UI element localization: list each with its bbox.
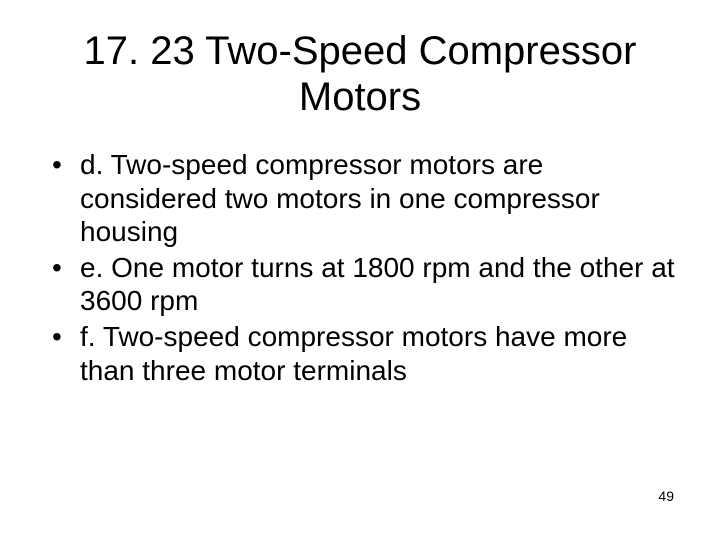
bullet-list: d. Two-speed compressor motors are consi… <box>40 148 680 387</box>
page-number: 49 <box>658 488 674 504</box>
slide-title: 17. 23 Two-Speed Compressor Motors <box>40 28 680 120</box>
list-item: d. Two-speed compressor motors are consi… <box>52 148 680 249</box>
list-item: f. Two-speed compressor motors have more… <box>52 320 680 387</box>
list-item: e. One motor turns at 1800 rpm and the o… <box>52 251 680 318</box>
slide: 17. 23 Two-Speed Compressor Motors d. Tw… <box>0 0 720 540</box>
